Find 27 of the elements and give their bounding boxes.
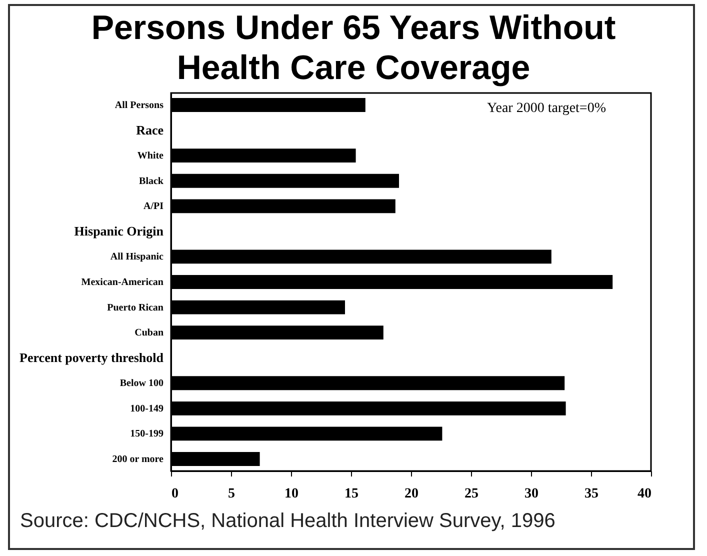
chart-title: Persons Under 65 Years Without Health Care Coverage — [90, 8, 617, 88]
y-tick-label: 150-199 — [130, 428, 164, 440]
y-tick-label: All Hispanic — [110, 252, 164, 263]
y-tick-label: Below 100 — [120, 378, 164, 390]
y-tick-label: Black — [139, 176, 164, 187]
y-tick-label: Race — [136, 122, 164, 138]
source-note: Source: CDC/NCHS, National Health Interview Survey, 1996 — [20, 510, 556, 533]
y-tick-label: Mexican-American — [81, 277, 164, 288]
y-tick-label: Puerto Rican — [107, 302, 164, 314]
y-tick-label: Hispanic Origin — [74, 223, 164, 238]
x-tick-label: 0 — [172, 486, 178, 502]
x-tick-label: 5 — [228, 486, 235, 502]
x-tick-label: 35 — [584, 486, 598, 502]
y-tick-label: White — [137, 150, 164, 162]
x-tick-label: 30 — [524, 486, 538, 502]
y-tick-label: Percent poverty threshold — [20, 350, 164, 365]
x-tick-label: 40 — [638, 486, 652, 502]
x-tick-label: 25 — [464, 486, 478, 502]
x-tick-label: 10 — [284, 486, 298, 502]
annotation: Year 2000 target=0% — [487, 101, 606, 116]
y-tick-label: All Persons — [114, 100, 164, 112]
x-tick-label: 20 — [404, 486, 418, 502]
y-tick-label: 200 or more — [112, 454, 164, 465]
y-tick-label: Cuban — [134, 328, 164, 339]
y-tick-label: A/PI — [144, 201, 164, 212]
y-tick-label: 100-149 — [130, 403, 164, 414]
x-tick-label: 15 — [344, 486, 358, 502]
